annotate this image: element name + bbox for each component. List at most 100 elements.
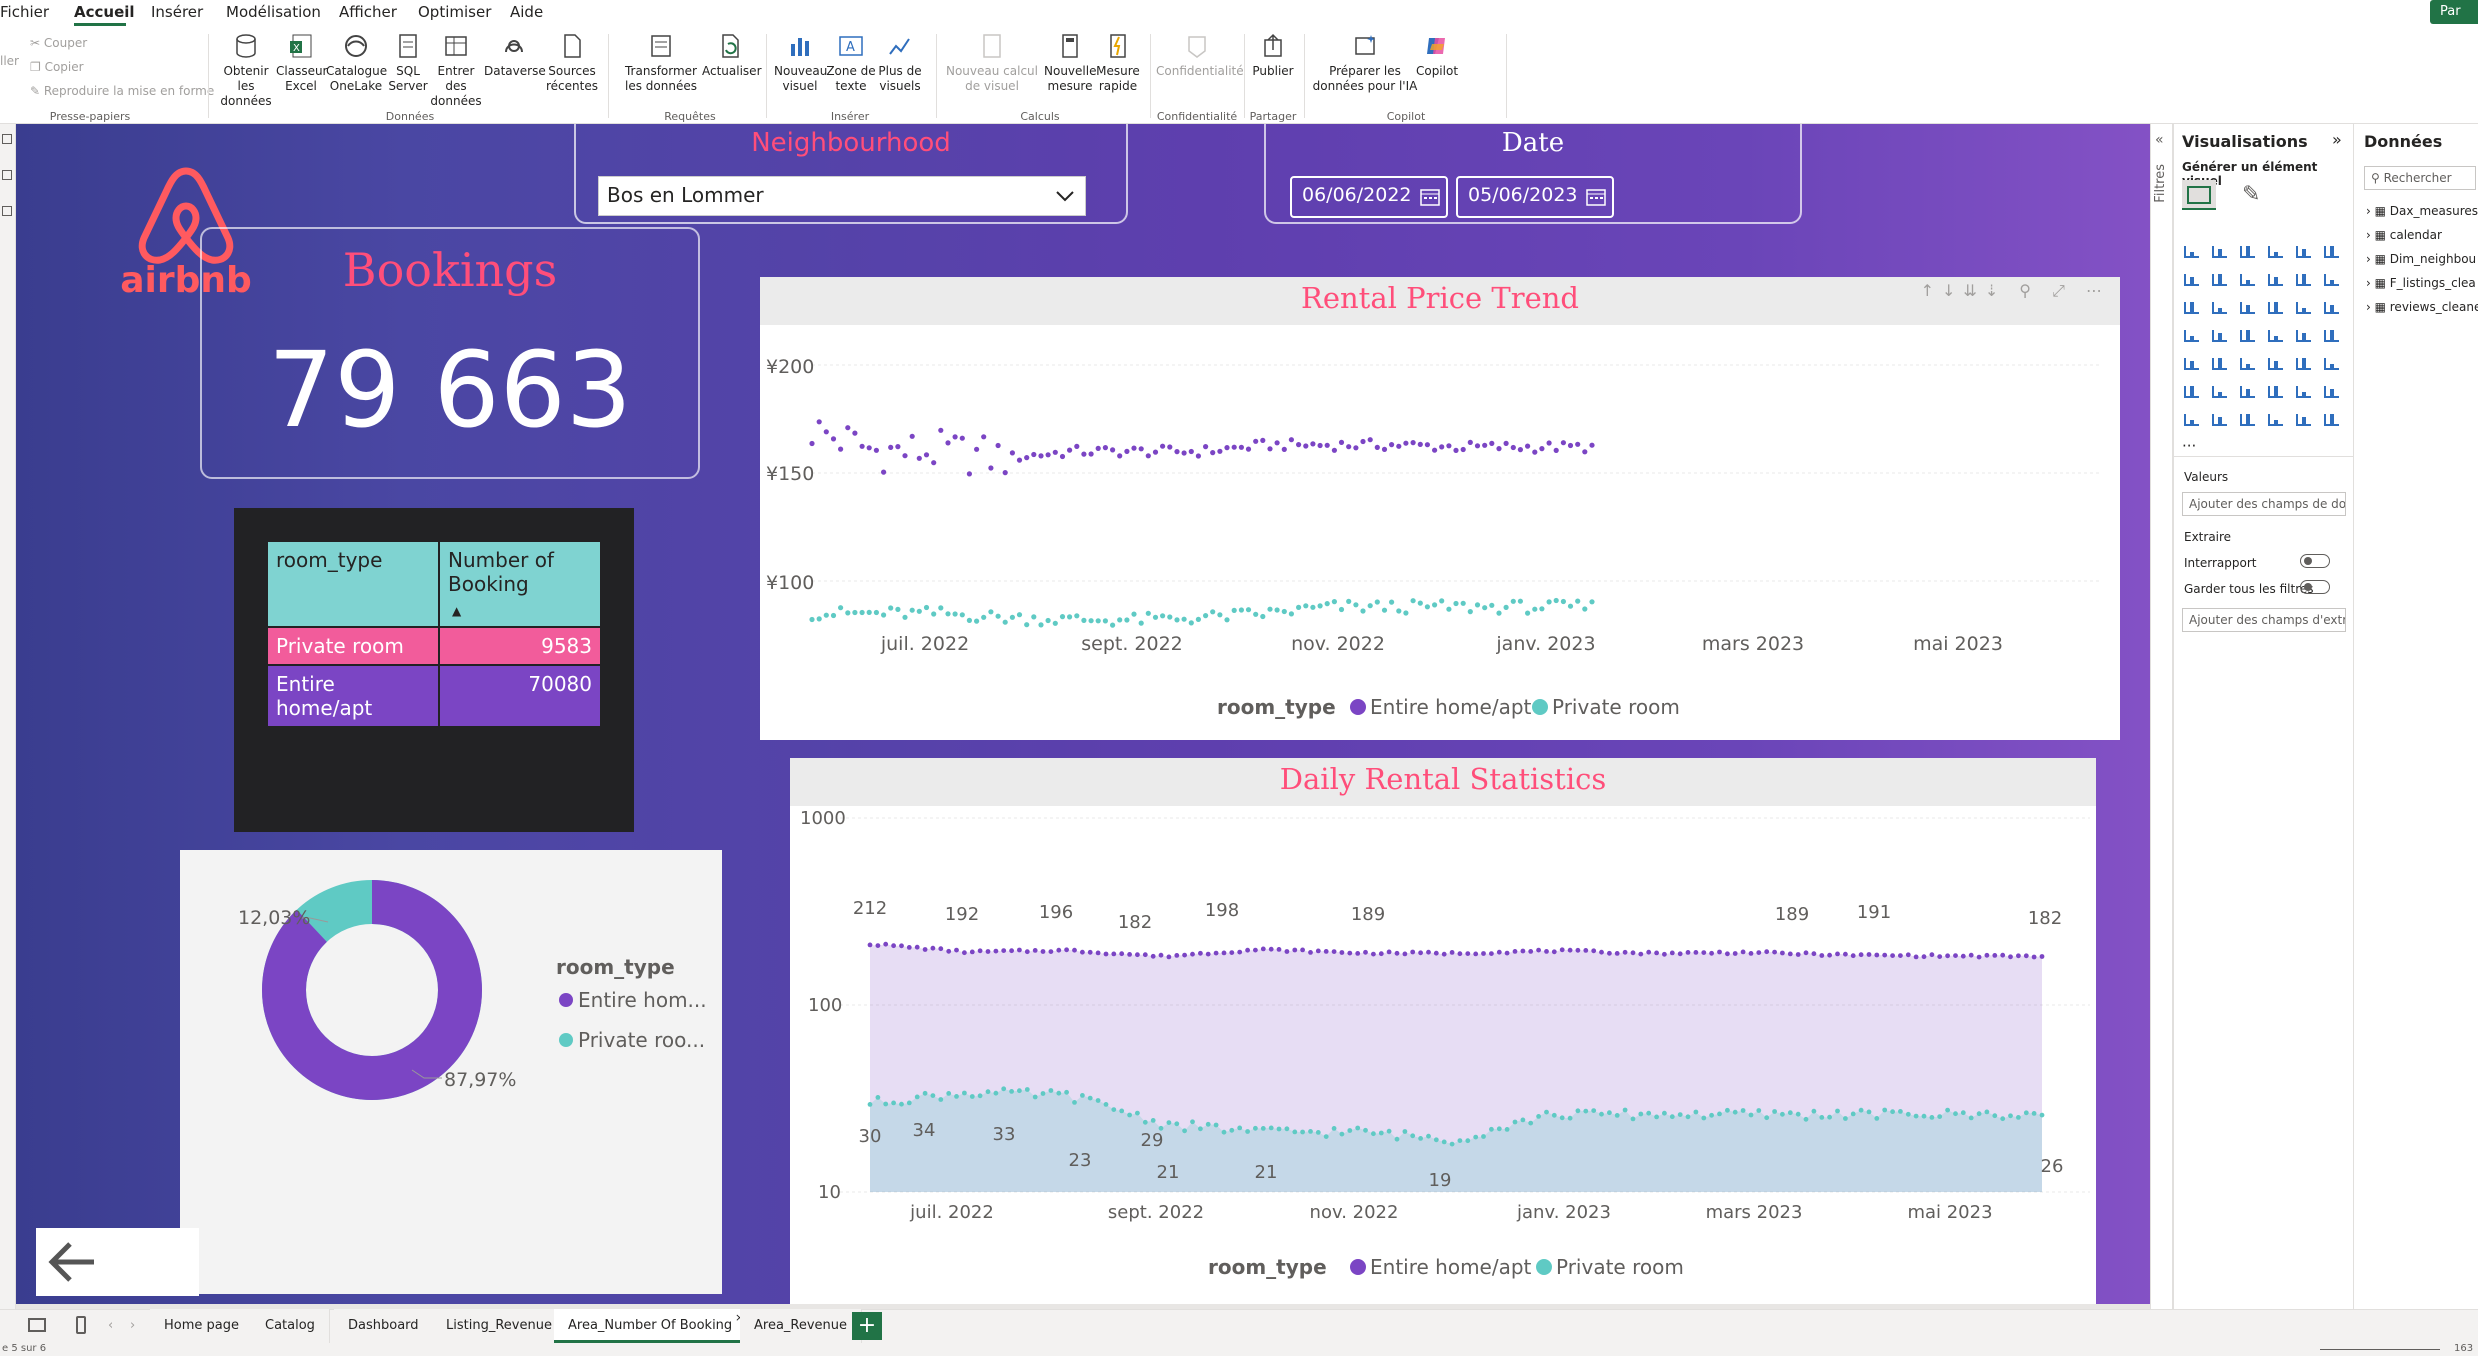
tree-item-table[interactable]: › ▦ reviews_cleane bbox=[2366, 300, 2478, 314]
onelake-catalog-button[interactable]: Catalogue OneLake bbox=[326, 32, 387, 94]
dataverse-button[interactable]: Dataverse bbox=[484, 32, 546, 79]
excel-workbook-button[interactable]: X Classeur Excel bbox=[276, 32, 328, 94]
visual-type-icon[interactable] bbox=[2322, 326, 2342, 346]
room-type-table-visual[interactable]: room_type Number of Booking ▲ Private roo… bbox=[234, 508, 634, 832]
visual-type-icon[interactable] bbox=[2294, 326, 2314, 346]
daily-rental-statistics-chart[interactable]: Daily Rental Statistics 1000 100 10 212 1… bbox=[790, 758, 2096, 1304]
visual-type-icon[interactable] bbox=[2294, 242, 2314, 262]
visual-type-icon[interactable] bbox=[2182, 298, 2202, 318]
tab-area-number-of-booking[interactable]: Area_Number Of Booking× bbox=[554, 1309, 748, 1343]
visual-type-icon[interactable] bbox=[2210, 382, 2230, 402]
visual-type-icon[interactable] bbox=[2238, 354, 2258, 374]
cross-report-toggle[interactable] bbox=[2300, 554, 2330, 568]
tree-item-table[interactable]: › ▦ Dim_neighbou bbox=[2366, 252, 2477, 266]
values-field-well[interactable]: Ajouter des champs de don... bbox=[2182, 492, 2346, 516]
model-view-icon[interactable] bbox=[2, 206, 12, 216]
more-visuals-button[interactable]: Plus de visuels bbox=[874, 32, 926, 94]
visual-type-icon[interactable] bbox=[2238, 242, 2258, 262]
visual-type-icon[interactable] bbox=[2182, 354, 2202, 374]
visual-type-icon[interactable] bbox=[2322, 354, 2342, 374]
visual-type-icon[interactable] bbox=[2182, 410, 2202, 430]
chevron-double-left-icon[interactable]: « bbox=[2155, 132, 2164, 148]
visual-type-icon[interactable] bbox=[2322, 410, 2342, 430]
table-view-icon[interactable] bbox=[2, 170, 12, 180]
sql-server-button[interactable]: SQL Server bbox=[388, 32, 428, 94]
table-header-room-type[interactable]: room_type bbox=[266, 540, 440, 628]
visual-type-icon[interactable] bbox=[2210, 354, 2230, 374]
tree-item-table[interactable]: › ▦ F_listings_clea bbox=[2366, 276, 2476, 290]
end-date-input[interactable]: 05/06/2023 bbox=[1456, 176, 1614, 218]
calendar-icon[interactable] bbox=[1586, 188, 1606, 206]
visual-type-icon[interactable] bbox=[2182, 270, 2202, 290]
menu-optimize[interactable]: Optimiser bbox=[418, 3, 492, 21]
tab-scroll-right-icon[interactable]: › bbox=[130, 1318, 136, 1333]
visual-type-icon[interactable] bbox=[2294, 298, 2314, 318]
visual-type-icon[interactable] bbox=[2266, 410, 2286, 430]
build-visual-tab[interactable] bbox=[2182, 180, 2216, 210]
prepare-data-ai-button[interactable]: Préparer les données pour l'IA bbox=[1310, 32, 1420, 94]
publish-button[interactable]: Publier bbox=[1250, 32, 1296, 79]
tab-home-page[interactable]: Home page bbox=[150, 1309, 254, 1343]
visual-type-icon[interactable] bbox=[2238, 410, 2258, 430]
visual-header-icons[interactable]: ↑↓⇊⇣ ⚲ ⤢ ⋯ bbox=[1920, 281, 2110, 300]
visual-type-icon[interactable] bbox=[2266, 326, 2286, 346]
table-header-bookings[interactable]: Number of Booking ▲ bbox=[438, 540, 602, 628]
neighbourhood-dropdown[interactable]: Bos en Lommer bbox=[598, 176, 1086, 216]
calendar-icon[interactable] bbox=[1420, 188, 1440, 206]
recent-sources-button[interactable]: Sources récentes bbox=[542, 32, 602, 94]
enter-data-button[interactable]: Entrer des données bbox=[426, 32, 486, 109]
drillthrough-field-well[interactable]: Ajouter des champs d'extr... bbox=[2182, 608, 2346, 632]
visual-type-icon[interactable] bbox=[2266, 298, 2286, 318]
visual-type-icon[interactable] bbox=[2266, 242, 2286, 262]
tab-dashboard[interactable]: Dashboard bbox=[334, 1309, 434, 1343]
copy-button[interactable]: ❐ Copier bbox=[30, 60, 84, 74]
menu-home[interactable]: Accueil bbox=[74, 3, 135, 21]
daily-legend-private[interactable]: Private room bbox=[1556, 1255, 1684, 1279]
paste-button[interactable]: ller bbox=[0, 54, 19, 68]
tree-item-table[interactable]: › ▦ calendar bbox=[2366, 228, 2442, 242]
back-button[interactable] bbox=[36, 1228, 199, 1296]
menu-insert[interactable]: Insérer bbox=[151, 3, 204, 21]
table-row[interactable]: Private room 9583 bbox=[266, 626, 602, 666]
refresh-button[interactable]: Actualiser bbox=[702, 32, 762, 79]
visual-type-icon[interactable] bbox=[2238, 326, 2258, 346]
new-visual-button[interactable]: Nouveau visuel bbox=[774, 32, 827, 94]
visual-type-icon[interactable] bbox=[2322, 382, 2342, 402]
visual-type-icon[interactable] bbox=[2210, 410, 2230, 430]
menu-view[interactable]: Afficher bbox=[339, 3, 397, 21]
visual-type-icon[interactable] bbox=[2322, 270, 2342, 290]
visual-type-icon[interactable] bbox=[2210, 298, 2230, 318]
tree-item-table[interactable]: › ▦ Dax_measures bbox=[2366, 204, 2478, 218]
visual-type-icon[interactable] bbox=[2294, 270, 2314, 290]
price-legend-private[interactable]: Private room bbox=[1552, 695, 1680, 719]
visual-type-icon[interactable] bbox=[2322, 242, 2342, 262]
report-view-icon[interactable] bbox=[2, 134, 12, 144]
start-date-input[interactable]: 06/06/2022 bbox=[1290, 176, 1448, 218]
share-button[interactable]: Par bbox=[2430, 0, 2478, 24]
visual-type-icon[interactable] bbox=[2238, 382, 2258, 402]
chevron-double-right-icon[interactable]: » bbox=[2332, 130, 2342, 149]
desktop-layout-icon[interactable] bbox=[28, 1318, 46, 1332]
donut-legend-entire[interactable]: Entire hom... bbox=[578, 988, 707, 1012]
visual-type-icon[interactable] bbox=[2210, 242, 2230, 262]
tab-scroll-left-icon[interactable]: ‹ bbox=[108, 1318, 114, 1333]
cut-button[interactable]: ✂ Couper bbox=[30, 36, 88, 50]
visual-type-icon[interactable] bbox=[2294, 354, 2314, 374]
ellipsis-icon[interactable]: ··· bbox=[2182, 437, 2197, 455]
donut-legend-private[interactable]: Private roo... bbox=[578, 1028, 705, 1052]
format-painter-button[interactable]: ✎ Reproduire la mise en forme bbox=[30, 84, 215, 98]
close-icon[interactable]: × bbox=[735, 1311, 744, 1324]
filters-label[interactable]: Filtres bbox=[2153, 164, 2168, 203]
add-page-button[interactable]: + bbox=[852, 1312, 882, 1340]
menu-file[interactable]: Fichier bbox=[0, 3, 50, 21]
new-visual-calc-button[interactable]: Nouveau calcul de visuel bbox=[942, 32, 1042, 94]
donut-slice-entire[interactable] bbox=[262, 880, 482, 1100]
get-data-button[interactable]: Obtenir les données bbox=[214, 32, 278, 109]
format-visual-icon[interactable]: ✎ bbox=[2242, 182, 2261, 207]
visual-type-icon[interactable] bbox=[2238, 270, 2258, 290]
visual-type-icon[interactable] bbox=[2238, 298, 2258, 318]
menu-modeling[interactable]: Modélisation bbox=[226, 3, 321, 21]
price-legend-entire[interactable]: Entire home/apt bbox=[1370, 695, 1532, 719]
mobile-layout-icon[interactable] bbox=[76, 1316, 86, 1334]
tab-area-revenue[interactable]: Area_Revenue bbox=[740, 1309, 863, 1343]
